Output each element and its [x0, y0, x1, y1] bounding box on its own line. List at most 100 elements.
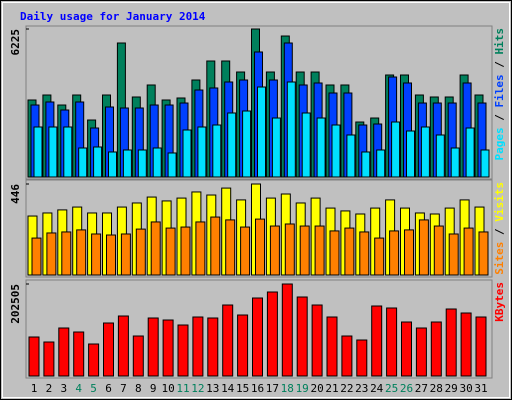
legend-entry: Pages — [493, 127, 506, 160]
bar — [222, 304, 234, 377]
x-tick-label: 31 — [474, 382, 487, 395]
legend-entry: Hits — [493, 28, 506, 55]
bar — [480, 149, 490, 178]
x-tick-label: 13 — [206, 382, 219, 395]
bar — [167, 152, 177, 178]
bar — [150, 221, 161, 276]
bar — [344, 227, 355, 276]
bar — [255, 218, 265, 276]
bar — [376, 149, 386, 178]
legend-separator: / — [493, 55, 506, 75]
legend-separator: / — [493, 222, 506, 242]
x-tick-label: 20 — [310, 382, 323, 395]
bar — [63, 126, 73, 178]
bar — [46, 232, 57, 276]
bar — [269, 225, 280, 276]
x-tick-label: 2 — [46, 382, 53, 395]
bar — [301, 112, 311, 178]
bar — [78, 147, 88, 178]
x-tick-label: 9 — [150, 382, 157, 395]
bar — [135, 228, 146, 276]
bar — [212, 124, 222, 178]
bar — [420, 126, 430, 178]
bar — [359, 231, 370, 276]
bar — [430, 321, 442, 377]
bar — [389, 230, 400, 276]
x-tick-label: 14 — [221, 382, 235, 395]
bar — [132, 335, 144, 377]
bar — [296, 296, 308, 377]
bar — [465, 127, 475, 178]
bar — [415, 327, 427, 377]
bar — [316, 117, 326, 178]
bar — [33, 126, 43, 178]
bar — [435, 134, 445, 178]
y-tick-label: 202505 — [9, 284, 22, 324]
bar — [237, 314, 249, 377]
bar — [341, 335, 353, 377]
bar — [448, 233, 459, 276]
x-tick-label: 1 — [31, 382, 38, 395]
bar — [371, 305, 383, 377]
bar — [374, 237, 385, 276]
bar — [311, 304, 323, 377]
bar — [91, 233, 102, 276]
bar — [48, 126, 58, 178]
bar — [76, 229, 87, 276]
x-tick-label: 8 — [135, 382, 142, 395]
bar — [28, 336, 40, 377]
bar — [450, 147, 460, 178]
legend-entry: Sites — [493, 242, 506, 275]
bar — [299, 225, 310, 276]
legend: Sites / Visits — [493, 182, 506, 275]
legend: KBytes — [493, 282, 506, 322]
bar — [106, 234, 116, 276]
x-tick-label: 22 — [340, 382, 353, 395]
x-tick-label: 16 — [251, 382, 264, 395]
x-tick-label: 4 — [75, 382, 82, 395]
bar — [108, 151, 117, 178]
bar — [225, 219, 236, 276]
x-tick-label: 12 — [191, 382, 204, 395]
bar — [284, 223, 295, 276]
bar — [252, 297, 263, 377]
x-tick-label: 27 — [415, 382, 428, 395]
bar — [120, 233, 131, 276]
bar — [478, 231, 489, 276]
legend-entry: Files — [493, 74, 506, 107]
bar — [210, 216, 221, 276]
bar — [207, 317, 219, 377]
bar — [177, 324, 189, 377]
x-tick-label: 26 — [400, 382, 413, 395]
panel-frame — [25, 25, 493, 180]
bar — [356, 339, 368, 377]
legend-separator: / — [493, 108, 506, 128]
x-tick-label: 19 — [296, 382, 309, 395]
bar — [165, 227, 176, 276]
bar — [257, 86, 266, 178]
x-tick-label: 15 — [236, 382, 249, 395]
bar — [475, 316, 487, 377]
panel-frame — [25, 279, 493, 379]
bar — [147, 317, 159, 377]
x-tick-label: 25 — [385, 382, 398, 395]
bar — [197, 126, 207, 178]
x-tick-label: 21 — [325, 382, 338, 395]
x-tick-label: 24 — [370, 382, 384, 395]
bar — [266, 291, 278, 377]
x-tick-label: 17 — [266, 382, 279, 395]
bar — [195, 221, 206, 276]
bar — [271, 117, 281, 178]
bar — [117, 315, 129, 377]
bar — [433, 225, 444, 276]
bar — [227, 112, 237, 178]
bar — [463, 227, 474, 276]
bar — [281, 283, 293, 377]
bar — [180, 226, 191, 276]
x-tick-label: 11 — [176, 382, 189, 395]
bar — [31, 237, 42, 276]
x-tick-label: 18 — [281, 382, 294, 395]
bar — [73, 331, 85, 377]
